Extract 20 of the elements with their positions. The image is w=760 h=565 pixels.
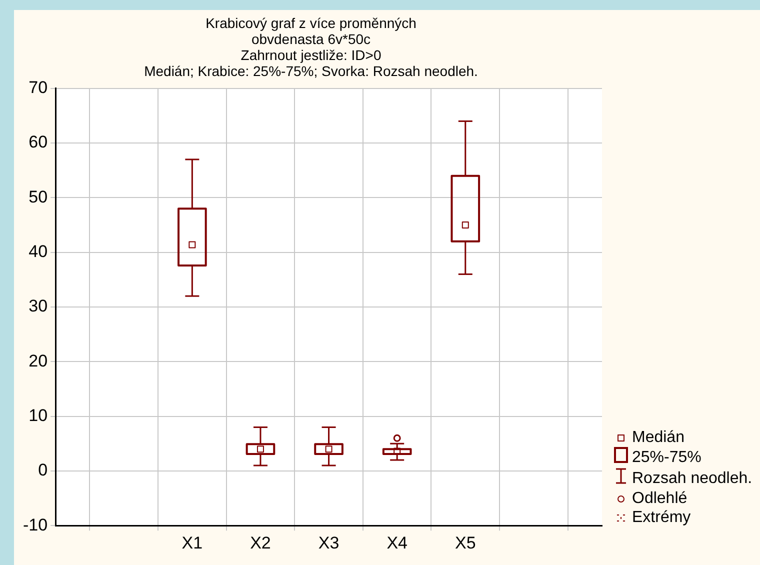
x-tick-label: X2: [250, 533, 271, 552]
text: Medián: [632, 428, 684, 447]
chart-title: Krabicový graf z více proměnných obvdenasta 6v*50c Zahrnout jestliže: ID>0 Medián; Krabice: 25%-75%; Svorka: Rozsah neodleh.: [144, 14, 478, 80]
text: Odlehlé: [632, 489, 688, 508]
y-tick-label: 10: [28, 406, 48, 425]
y-tick-label: 0: [38, 460, 48, 480]
x-tick-label: X1: [182, 533, 203, 552]
y-tick-label: 20: [28, 351, 48, 370]
x-tick-label: X4: [386, 533, 408, 552]
text: Extrémy: [632, 508, 691, 527]
text: Rozsah neodleh.: [632, 469, 752, 488]
y-tick-label: 70: [28, 78, 48, 98]
y-tick-label: 60: [28, 132, 48, 152]
text: 25%-75%: [632, 448, 702, 467]
x-tick-label: X5: [454, 533, 476, 552]
y-tick-label: 50: [28, 187, 48, 206]
y-tick-label: 40: [28, 242, 48, 262]
x-tick-label: X3: [318, 533, 340, 552]
y-tick-label: -10: [22, 515, 48, 534]
y-tick-label: 30: [28, 296, 48, 316]
